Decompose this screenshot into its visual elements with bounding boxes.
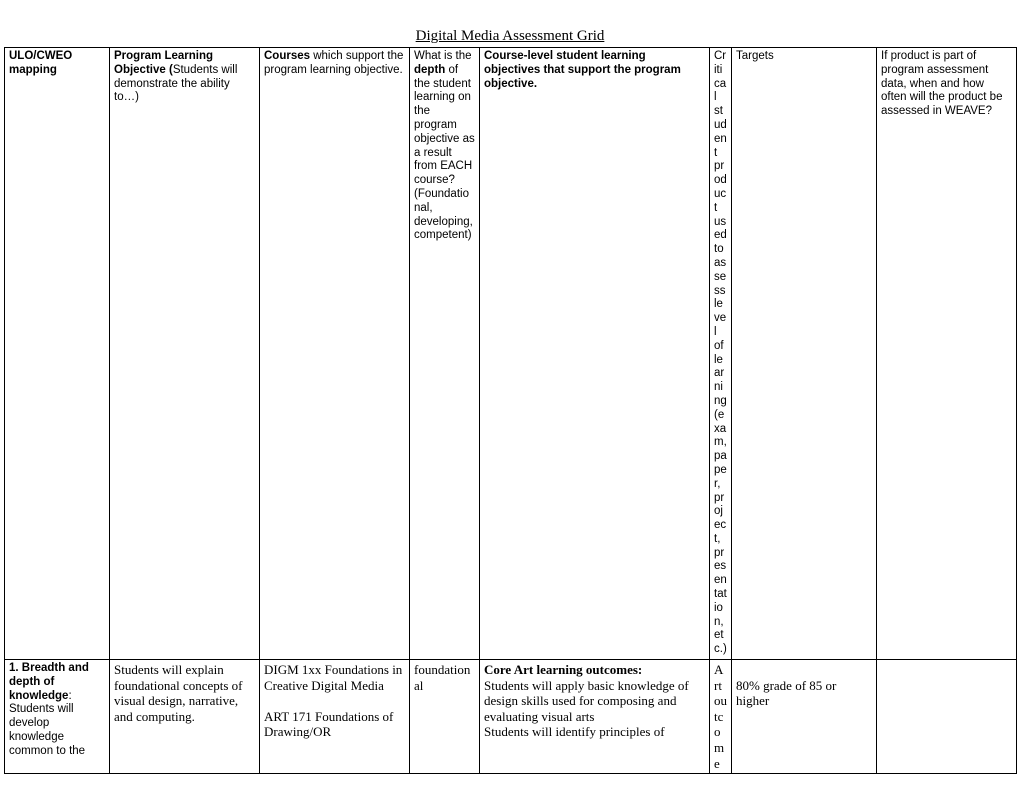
col-header-ulo: ULO/CWEO mapping xyxy=(5,48,110,660)
cell-ulo: 1. Breadth and depth of knowledge: Stude… xyxy=(5,660,110,774)
col-header-product: Critical student product used to assess … xyxy=(710,48,732,660)
col-header-plo: Program Learning Objective (Students wil… xyxy=(110,48,260,660)
assessment-grid-table: ULO/CWEO mapping Program Learning Object… xyxy=(4,47,1017,774)
cell-courses: DIGM 1xx Foundations in Creative Digital… xyxy=(260,660,410,774)
cell-plo: Students will explain foundational conce… xyxy=(110,660,260,774)
col-header-weave: If product is part of program assessment… xyxy=(877,48,1017,660)
col-header-targets: Targets xyxy=(732,48,877,660)
cell-weave xyxy=(877,660,1017,774)
col-header-courses: Courses which support the program learni… xyxy=(260,48,410,660)
cell-depth: foundational xyxy=(410,660,480,774)
col-header-depth: What is the depth of the student learnin… xyxy=(410,48,480,660)
page-title: Digital Media Assessment Grid xyxy=(4,28,1016,45)
cell-targets: 80% grade of 85 or higher xyxy=(732,660,877,774)
table-row: 1. Breadth and depth of knowledge: Stude… xyxy=(5,660,1017,774)
table-header-row: ULO/CWEO mapping Program Learning Object… xyxy=(5,48,1017,660)
cell-course-objectives: Core Art learning outcomes:Students will… xyxy=(480,660,710,774)
cell-product: Art outcome xyxy=(710,660,732,774)
col-header-course-objectives: Course-level student learning objectives… xyxy=(480,48,710,660)
